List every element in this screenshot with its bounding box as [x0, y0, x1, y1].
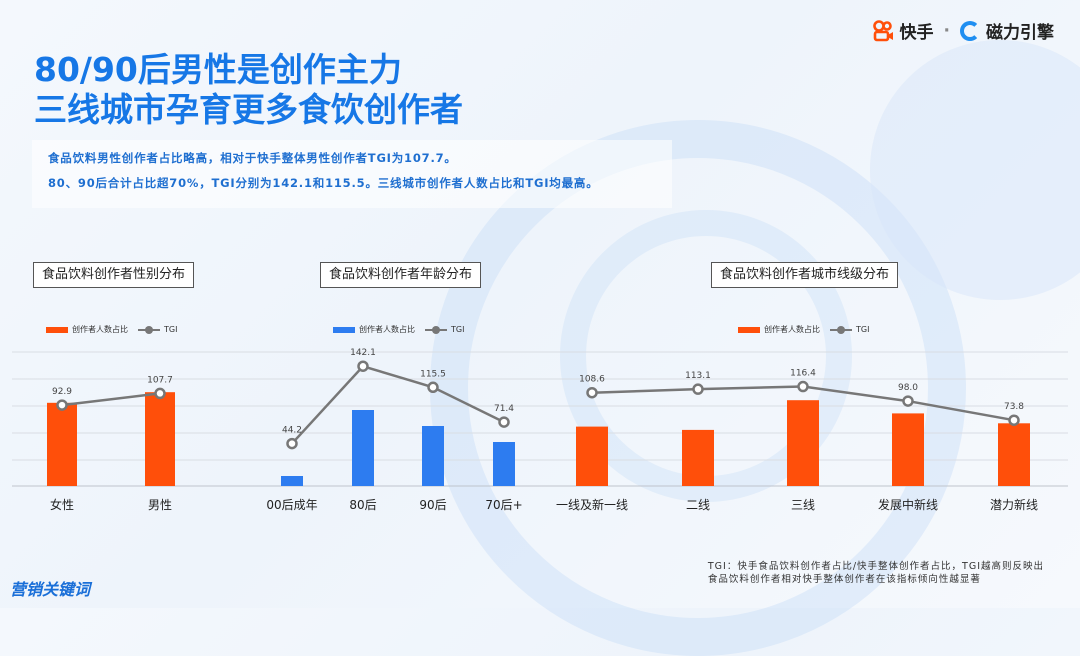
- cili-logo-icon: [960, 20, 980, 41]
- city-category-label: 三线: [791, 498, 815, 512]
- legend-line-swatch: [138, 325, 160, 334]
- age-bar: [422, 426, 444, 486]
- city-bar: [787, 400, 819, 486]
- age-category-label: 70后+: [485, 498, 522, 512]
- legend-bar-swatch: [738, 326, 760, 333]
- legend-line-label: TGI: [451, 325, 465, 334]
- age-tgi-point: [427, 381, 439, 394]
- age-category-label: 80后: [349, 498, 376, 512]
- page-title: 80/90后男性是创作主力 三线城市孕育更多食饮创作者: [34, 50, 463, 130]
- city-tgi-point: [902, 395, 914, 407]
- city-tgi-point: [797, 380, 809, 393]
- legend-line-swatch: [830, 325, 852, 334]
- kuaishou-brand-text: 快手: [899, 23, 934, 43]
- footnote-line1: TGI：快手食品饮料创作者占比/快手整体创作者占比，TGI越高则反映出: [707, 561, 1044, 572]
- age-tgi-point: [357, 360, 369, 372]
- age-tgi-label: 44.2: [282, 426, 302, 436]
- charts-canvas: 女性 男性 92.9 107.7 00后成年 80后 90后 70后+ 44.2 142.1 115…: [12, 348, 1068, 512]
- gender-category-label: 男性: [148, 498, 172, 512]
- bottom-logo: 营销关键词: [10, 580, 91, 599]
- kuaishou-logo-icon: [872, 19, 894, 42]
- page-title-line2: 三线城市孕育更多食饮创作者: [34, 90, 463, 129]
- city-bar: [892, 413, 924, 486]
- age-category-label: 90后: [419, 498, 446, 512]
- gender-bar: [145, 392, 175, 486]
- gender-category-label: 女性: [50, 497, 74, 512]
- city-category-label: 发展中新线: [878, 497, 938, 512]
- city-tgi-label: 98.0: [898, 383, 918, 393]
- age-chart-title: 食品饮料创作者年龄分布: [320, 262, 482, 288]
- age-category-label: 00后成年: [266, 498, 317, 512]
- gender-tgi-point: [56, 399, 68, 411]
- legend-bar-swatch: [46, 326, 68, 333]
- city-tgi-label: 116.4: [790, 369, 816, 379]
- city-category-label: 潜力新线: [990, 497, 1038, 512]
- city-tgi-point: [692, 383, 704, 395]
- age-tgi-label: 115.5: [420, 369, 446, 379]
- city-bar: [682, 429, 714, 486]
- age-bar: [352, 410, 374, 486]
- age-bar: [281, 476, 303, 486]
- age-tgi-label: 71.4: [494, 404, 514, 414]
- legend-line-label: TGI: [856, 325, 870, 334]
- city-category-label: 二线: [686, 498, 710, 512]
- city-tgi-point: [1008, 414, 1020, 426]
- legend-bar-label: 创作者人数占比: [359, 325, 415, 334]
- city-category-label: 一线及新一线: [556, 497, 628, 512]
- age-tgi-point: [498, 416, 510, 428]
- gender-legend: 创作者人数占比 TGI: [46, 324, 177, 335]
- city-tgi-point: [586, 386, 598, 399]
- city-tgi-label: 113.1: [685, 371, 711, 381]
- description-line2: 80、90后合计占比超70%，TGI分别为142.1和115.5。三线城市创作者…: [48, 176, 599, 190]
- gender-tgi-label: 107.7: [147, 375, 173, 385]
- city-tgi-label: 73.8: [1004, 402, 1024, 412]
- age-bar: [493, 442, 515, 486]
- gender-tgi-point: [154, 387, 166, 400]
- city-bar: [998, 423, 1030, 486]
- age-tgi-point: [286, 437, 298, 450]
- description-box: 食品饮料男性创作者占比略高，相对于快手整体男性创作者TGI为107.7。 80、…: [32, 140, 672, 208]
- description-line1: 食品饮料男性创作者占比略高，相对于快手整体男性创作者TGI为107.7。: [48, 151, 457, 165]
- gender-bar: [47, 402, 77, 486]
- footnote-line2: 食品饮料创作者相对快手整体创作者在该指标倾向性越显著: [707, 574, 981, 585]
- city-chart-title: 食品饮料创作者城市线级分布: [711, 262, 899, 288]
- brand-separator: ·: [943, 20, 950, 41]
- legend-line-label: TGI: [164, 325, 178, 334]
- city-legend: 创作者人数占比 TGI: [738, 324, 869, 335]
- cili-brand-text: 磁力引擎: [986, 23, 1054, 43]
- legend-bar-swatch: [333, 326, 355, 333]
- legend-line-swatch: [425, 325, 447, 334]
- gender-tgi-label: 92.9: [52, 387, 72, 397]
- age-tgi-line: [291, 364, 505, 445]
- gender-chart-title: 食品饮料创作者性别分布: [33, 262, 195, 288]
- age-tgi-label: 142.1: [350, 348, 376, 358]
- legend-bar-label: 创作者人数占比: [764, 325, 820, 334]
- city-tgi-label: 108.6: [579, 375, 605, 385]
- city-bar: [576, 426, 608, 486]
- gender-tgi-line: [61, 392, 161, 407]
- legend-bar-label: 创作者人数占比: [72, 325, 128, 334]
- footnote: TGI：快手食品饮料创作者占比/快手整体创作者占比，TGI越高则反映出 食品饮料…: [708, 560, 1044, 586]
- brand-logos: 快手 · 磁力引擎: [872, 18, 1054, 43]
- page-title-line1: 80/90后男性是创作主力: [34, 50, 402, 89]
- age-legend: 创作者人数占比 TGI: [333, 324, 464, 335]
